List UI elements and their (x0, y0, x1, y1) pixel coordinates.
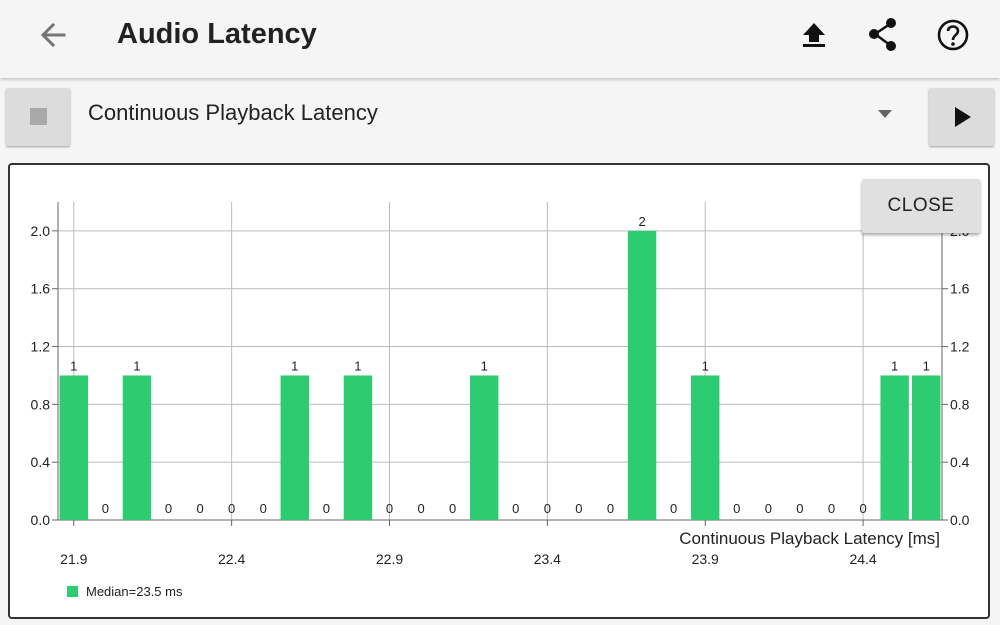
x-tick-label: 21.9 (60, 551, 87, 567)
y-tick-label-left: 2.0 (31, 223, 51, 239)
y-tick-label-right: 1.6 (950, 281, 970, 297)
legend-label: Median=23.5 ms (86, 584, 183, 599)
histogram-bar (343, 375, 373, 520)
x-tick-label: 22.9 (376, 551, 403, 567)
y-tick-label-right: 0.4 (950, 454, 970, 470)
share-icon[interactable] (863, 15, 903, 55)
dropdown-caret-icon (878, 110, 892, 118)
test-type-dropdown[interactable]: Continuous Playback Latency (88, 94, 908, 134)
page-title: Audio Latency (117, 18, 317, 50)
bar-value-label: 1 (923, 358, 930, 373)
x-tick-label: 22.4 (218, 551, 245, 567)
x-tick-label: 24.4 (849, 551, 876, 567)
histogram-bar (470, 375, 499, 520)
bar-value-label: 0 (323, 501, 330, 516)
bar-value-label: 1 (891, 358, 898, 373)
y-tick-label-right: 0.8 (950, 396, 970, 412)
bar-value-label: 0 (165, 501, 172, 516)
stop-icon (30, 108, 47, 125)
legend-swatch (67, 586, 78, 597)
bar-value-label: 0 (260, 501, 267, 516)
bar-value-label: 0 (859, 501, 866, 516)
histogram-bar (280, 375, 309, 520)
y-tick-label-left: 1.6 (31, 281, 51, 297)
histogram-bar (912, 375, 941, 520)
y-tick-label-left: 0.0 (31, 512, 51, 528)
bar-value-label: 0 (670, 501, 677, 516)
bar-value-label: 0 (733, 501, 740, 516)
bar-value-label: 1 (481, 358, 488, 373)
histogram-bar (122, 375, 152, 520)
bar-value-label: 0 (449, 501, 456, 516)
x-axis-label: Continuous Playback Latency [ms] (679, 529, 940, 548)
x-tick-label: 23.9 (692, 551, 719, 567)
bar-value-label: 0 (512, 501, 519, 516)
bar-value-label: 0 (386, 501, 393, 516)
bar-value-label: 0 (765, 501, 772, 516)
bar-value-label: 0 (102, 501, 109, 516)
upload-icon[interactable] (794, 15, 834, 55)
close-button[interactable]: CLOSE (862, 179, 980, 233)
bar-value-label: 1 (291, 358, 298, 373)
stop-button[interactable] (6, 88, 70, 146)
y-tick-label-left: 0.8 (31, 396, 51, 412)
histogram-bar (59, 375, 88, 520)
y-tick-label-left: 0.4 (31, 454, 51, 470)
app-bar: Audio Latency (0, 0, 1000, 78)
histogram-bar (880, 375, 909, 520)
bar-value-label: 0 (196, 501, 203, 516)
bar-value-label: 0 (607, 501, 614, 516)
y-tick-label-left: 1.2 (31, 339, 51, 355)
y-tick-label-right: 1.2 (950, 339, 970, 355)
bar-value-label: 0 (828, 501, 835, 516)
bar-value-label: 2 (638, 214, 645, 229)
x-tick-label: 23.4 (534, 551, 561, 567)
bar-value-label: 0 (228, 501, 235, 516)
bar-value-label: 0 (544, 501, 551, 516)
test-type-label: Continuous Playback Latency (88, 100, 378, 125)
bar-value-label: 1 (70, 358, 77, 373)
help-icon[interactable] (933, 15, 973, 55)
histogram-panel: 0.00.00.40.40.80.81.21.21.61.62.02.021.9… (8, 163, 990, 619)
test-toolbar: Continuous Playback Latency (0, 80, 1000, 156)
histogram-bar (691, 375, 720, 520)
bar-value-label: 1 (133, 358, 140, 373)
bar-value-label: 0 (417, 501, 424, 516)
bar-value-label: 0 (575, 501, 582, 516)
arrow-back-icon[interactable] (34, 17, 74, 53)
y-tick-label-right: 0.0 (950, 512, 970, 528)
bar-value-label: 0 (796, 501, 803, 516)
play-button[interactable] (929, 88, 994, 146)
latency-histogram-chart: 0.00.00.40.40.80.81.21.21.61.62.02.021.9… (31, 202, 970, 599)
bar-value-label: 1 (354, 358, 361, 373)
play-icon (955, 107, 971, 127)
histogram-bar (627, 230, 657, 520)
bar-value-label: 1 (702, 358, 709, 373)
